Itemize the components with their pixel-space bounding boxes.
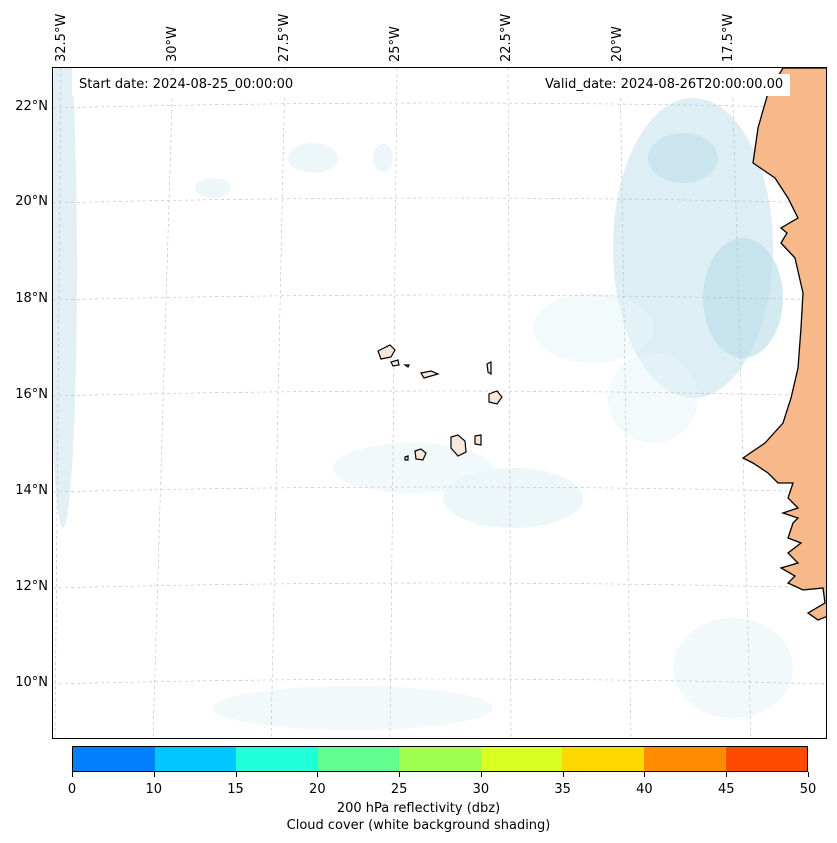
colorbar-tickmark (480, 772, 482, 777)
map-panel (52, 67, 827, 739)
graticule (53, 68, 826, 738)
colorbar-tick-label: 35 (554, 782, 571, 797)
colorbar-segment (317, 747, 400, 771)
colorbar-sublabel: Cloud cover (white background shading) (286, 818, 551, 833)
colorbar-tickmark (562, 772, 564, 777)
colorbar-tick-label: 25 (390, 782, 408, 797)
colorbar-tickmark (153, 772, 155, 777)
colorbar-segment (643, 747, 726, 771)
latitude-tick-label: 18°N (15, 291, 48, 306)
latitude-tick-label: 10°N (15, 675, 48, 690)
colorbar-tick-label: 50 (799, 782, 817, 797)
longitude-tick-label: 22.5°W (499, 13, 514, 62)
latitude-tick-label: 14°N (15, 483, 48, 498)
colorbar-tickmark (235, 772, 237, 777)
latitude-tick-label: 20°N (15, 194, 48, 209)
longitude-tick-label: 30°W (165, 26, 180, 62)
colorbar-tick-label: 20 (309, 782, 326, 797)
colorbar-segment (399, 747, 481, 771)
reflectivity-colorbar (72, 746, 808, 772)
colorbar-tick-label: 40 (636, 782, 653, 797)
longitude-tick-label: 20°W (610, 26, 625, 62)
colorbar-tickmark (399, 772, 401, 777)
colorbar-segment (73, 747, 155, 771)
longitude-tick-label: 27.5°W (277, 13, 292, 62)
colorbar-segment (725, 747, 808, 771)
valid-date-label: Valid_date: 2024-08-26T20:00:00.00 (538, 74, 791, 96)
colorbar-segment (480, 747, 563, 771)
colorbar-tickmark (808, 772, 809, 777)
colorbar-tick-label: 10 (145, 782, 163, 797)
start-date-label: Start date: 2024-08-25_00:00:00 (72, 74, 301, 96)
longitude-tick-label: 25°W (388, 26, 403, 62)
colorbar-tick-label: 45 (717, 782, 735, 797)
colorbar-tickmark (317, 772, 319, 777)
cape-verde-islands (377, 344, 503, 461)
latitude-tick-label: 16°N (15, 387, 48, 402)
longitude-tick-label: 17.5°W (721, 13, 736, 62)
colorbar-tick-label: 15 (227, 782, 244, 797)
colorbar-tickmark (72, 772, 73, 777)
longitude-tick-label: 32.5°W (54, 13, 69, 62)
latitude-tick-label: 12°N (15, 579, 48, 594)
colorbar-tick-label: 0 (67, 782, 77, 797)
colorbar-segment (562, 747, 644, 771)
colorbar-segment (236, 747, 318, 771)
colorbar-segment (154, 747, 237, 771)
map-canvas (53, 68, 826, 738)
colorbar-tick-label: 30 (472, 782, 490, 797)
colorbar-tickmark (726, 772, 728, 777)
west-africa-land (741, 68, 826, 621)
cloud-cover-shading (53, 68, 793, 730)
colorbar-label: 200 hPa reflectivity (dbz) (336, 801, 501, 816)
colorbar-tickmark (644, 772, 646, 777)
latitude-tick-label: 22°N (15, 99, 48, 114)
